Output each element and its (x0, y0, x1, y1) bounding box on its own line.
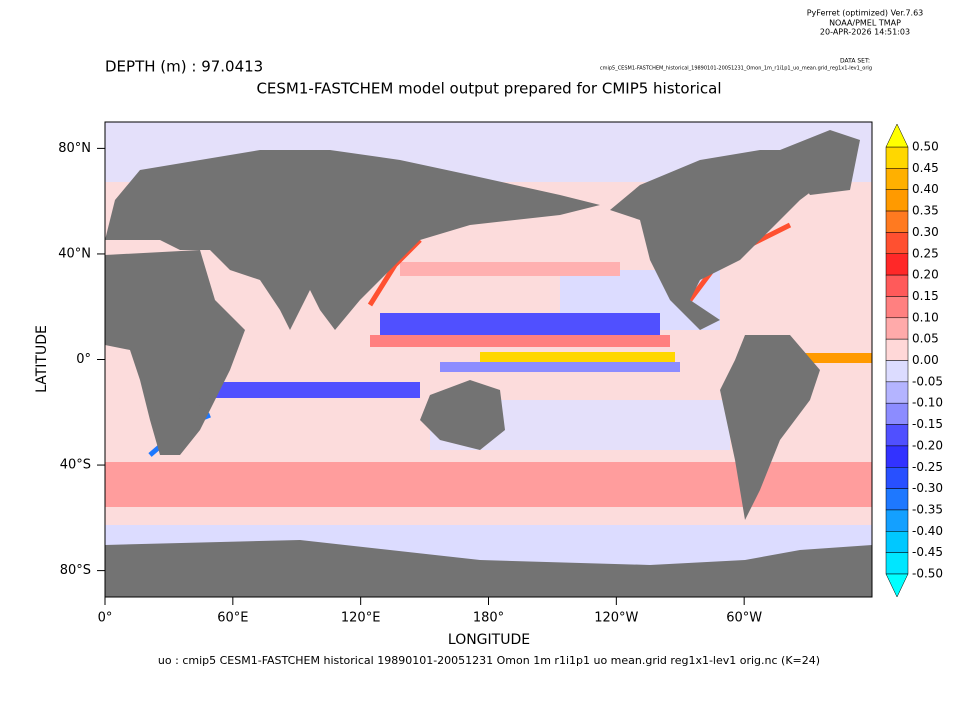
header-line: 20-APR-2026 14:51:03 (820, 28, 910, 37)
colorbar-label: -0.05 (912, 374, 943, 388)
field (400, 262, 620, 276)
colorbar-label: 0.50 (912, 140, 939, 154)
field (790, 353, 872, 363)
colorbar-box (885, 488, 909, 511)
colorbar-label: 0.30 (912, 225, 939, 239)
y-tick-label: 40°S (60, 458, 91, 473)
field (480, 352, 675, 362)
x-axis-label: LONGITUDE (448, 632, 530, 648)
colorbar-box (885, 296, 909, 319)
colorbar-box (885, 552, 909, 575)
colorbar-box (885, 467, 909, 489)
x-tick-label: 120°E (341, 611, 381, 626)
colorbar-label: 0.10 (912, 310, 939, 324)
colorbar-label: -0.15 (912, 417, 943, 431)
land (105, 540, 872, 597)
chart-title: CESM1-FASTCHEM model output prepared for… (256, 80, 721, 98)
colorbar-box (885, 210, 909, 233)
colorbar-over (885, 123, 909, 148)
x-tick-label: 0° (98, 611, 113, 626)
colorbar-box (885, 274, 909, 297)
subtitle: DEPTH (m) : 97.0413 (105, 58, 263, 76)
colorbar-box (885, 424, 909, 447)
footer: uo : cmip5 CESM1-FASTCHEM historical 198… (158, 654, 820, 667)
colorbar-box (885, 189, 909, 212)
y-tick-label: 80°S (60, 563, 91, 578)
field (380, 313, 660, 335)
colorbar-label: -0.45 (912, 545, 943, 559)
x-tick-label: 120°W (594, 611, 638, 626)
colorbar-label: -0.40 (912, 524, 943, 538)
colorbar-box (885, 232, 909, 254)
colorbar-label: 0.05 (912, 332, 939, 346)
colorbar-label: 0.20 (912, 268, 939, 282)
y-tick-label: 40°N (58, 246, 91, 261)
map (104, 121, 873, 598)
colorbar-box (885, 168, 909, 190)
colorbar-box (885, 317, 909, 340)
y-tick-label: 80°N (58, 141, 91, 156)
colorbar-label: -0.30 (912, 481, 943, 495)
y-tick-label: 0° (76, 352, 91, 367)
colorbar-label: -0.20 (912, 438, 943, 452)
colorbar-box (885, 509, 909, 532)
x-tick-label: 60°E (217, 611, 248, 626)
land (105, 150, 600, 330)
colorbar-box (885, 253, 909, 276)
land (420, 380, 505, 450)
dataset: cmip5_CESM1-FASTCHEM_historical_19890101… (600, 66, 872, 72)
colorbar-label: 0.40 (912, 182, 939, 196)
colorbar-label: 0.35 (912, 204, 939, 218)
field (370, 335, 670, 347)
dataset-label: DATA SET: (840, 58, 870, 65)
land (720, 335, 820, 520)
header-line: PyFerret (optimized) Ver.7.63 (807, 9, 924, 18)
land (780, 130, 860, 195)
land (610, 150, 840, 330)
colorbar-box (885, 402, 909, 425)
colorbar-under (885, 573, 909, 598)
colorbar-box (885, 338, 909, 361)
land (199, 385, 211, 415)
colorbar-label: -0.50 (912, 567, 943, 581)
colorbar-label: 0.45 (912, 161, 939, 175)
header-line: NOAA/PMEL TMAP (829, 19, 901, 28)
colorbar-box (885, 360, 909, 383)
colorbar-label: 0.15 (912, 289, 939, 303)
field (440, 362, 680, 372)
colorbar-box (885, 445, 909, 468)
x-tick-label: 180° (473, 611, 504, 626)
colorbar-label: 0.00 (912, 353, 939, 367)
colorbar-label: -0.10 (912, 396, 943, 410)
colorbar-label: -0.35 (912, 502, 943, 516)
colorbar-box (885, 381, 909, 404)
colorbar-box (885, 146, 909, 169)
colorbar-label: -0.25 (912, 460, 943, 474)
colorbar-label: 0.25 (912, 246, 939, 260)
y-axis-label: LATITUDE (34, 325, 50, 393)
field (200, 382, 420, 398)
x-tick-label: 60°W (726, 611, 762, 626)
colorbar-box (885, 531, 909, 553)
